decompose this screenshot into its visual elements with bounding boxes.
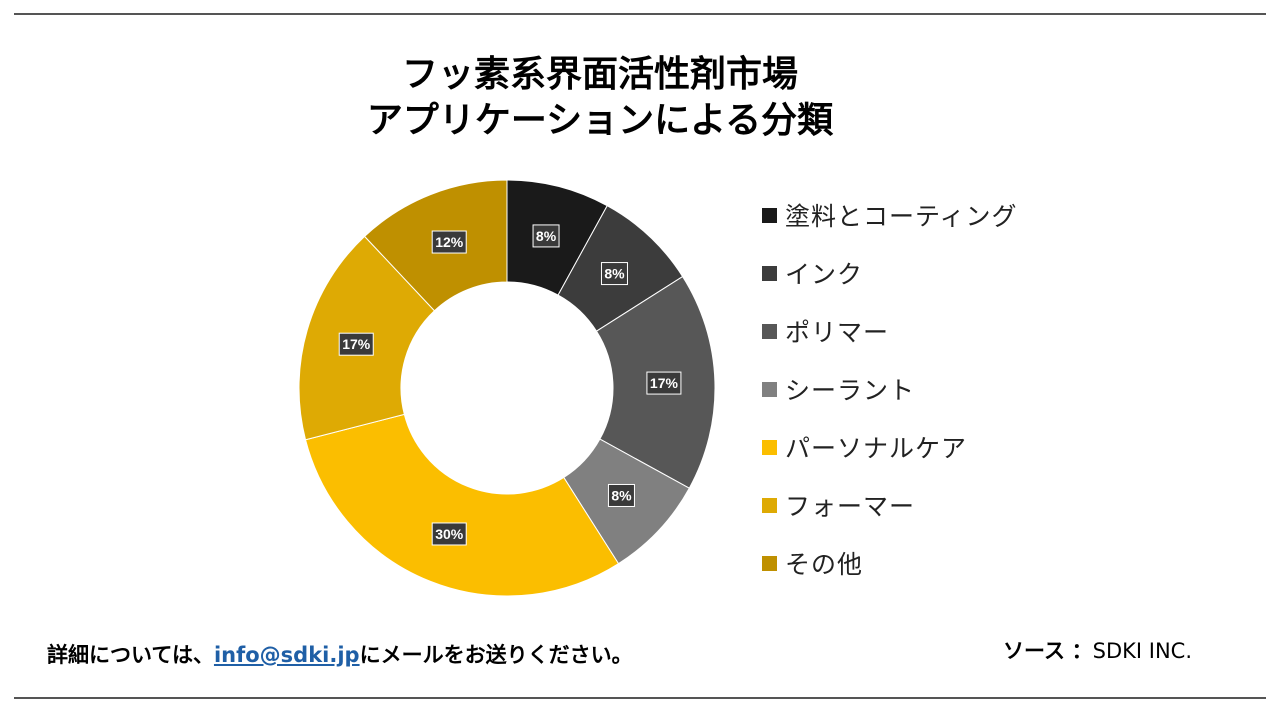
- legend-swatch-2: [762, 265, 777, 281]
- legend-label-4: シーラント: [785, 376, 916, 405]
- source-credit: ソース ：SDKI INC.: [1003, 635, 1192, 665]
- legend-swatch-4: [762, 381, 777, 397]
- donut-chart: 8% 8% 17% 8% 30% 17% 12%: [298, 179, 716, 597]
- legend-swatch-6: [762, 497, 777, 513]
- top-rule: [14, 13, 1266, 15]
- source-label: ソース: [1003, 639, 1065, 663]
- data-label-7: 12%: [431, 230, 467, 254]
- data-label-box-6: [338, 332, 374, 356]
- legend-label-1: 塗料とコーティング: [785, 202, 1018, 231]
- data-label-1: 8%: [532, 224, 560, 248]
- legend-item-2: インク: [762, 244, 1018, 302]
- data-label-box-4: [607, 483, 635, 507]
- data-label-5: 30%: [431, 522, 467, 546]
- data-label-4: 8%: [607, 483, 635, 507]
- chart-title-line-1: フッ素系界面活性剤市場: [401, 54, 798, 95]
- legend-item-7: その他: [762, 534, 1018, 592]
- legend-item-4: シーラント: [762, 360, 1018, 418]
- legend-item-6: フォーマー: [762, 476, 1018, 534]
- legend-swatch-3: [762, 323, 777, 339]
- legend-label-2: インク: [785, 260, 864, 289]
- legend-swatch-1: [762, 207, 777, 223]
- chart-title-line-2: アプリケーションによる分類: [366, 100, 834, 141]
- footer-prefix: 詳細については、: [47, 643, 214, 667]
- source-value: SDKI INC.: [1092, 639, 1193, 663]
- legend-item-5: パーソナルケア: [762, 418, 1018, 476]
- data-label-text-1: 8%: [536, 228, 557, 244]
- legend-label-6: フォーマー: [785, 492, 916, 521]
- data-label-box-5: [431, 522, 467, 546]
- legend-label-7: その他: [785, 550, 864, 579]
- data-label-box-2: [600, 262, 628, 286]
- data-label-text-2: 8%: [604, 266, 625, 282]
- bottom-rule: [14, 697, 1266, 699]
- data-label-text-6: 17%: [342, 336, 371, 352]
- data-label-3: 17%: [646, 371, 682, 395]
- data-label-text-7: 12%: [435, 234, 464, 250]
- chart-legend: 塗料とコーティング インクポリマーシーラントパーソナルケア フォーマーその他: [762, 186, 1018, 592]
- data-label-2: 8%: [600, 262, 628, 286]
- footer-suffix: にメールをお送りください。: [359, 643, 633, 667]
- data-label-box-1: [532, 224, 560, 248]
- data-label-box-3: [646, 371, 682, 395]
- data-label-text-5: 30%: [435, 526, 464, 542]
- data-label-text-3: 17%: [650, 375, 679, 391]
- data-label-box-7: [431, 230, 467, 254]
- legend-swatch-5: [762, 439, 777, 455]
- legend-label-3: ポリマー: [785, 318, 890, 347]
- data-label-text-4: 8%: [611, 487, 632, 503]
- legend-item-1: 塗料とコーティング: [762, 186, 1018, 244]
- legend-label-5: パーソナルケア: [785, 434, 968, 463]
- donut-slice-5: [304, 413, 620, 597]
- legend-item-3: ポリマー: [762, 302, 1018, 360]
- source-separator: ：: [1071, 639, 1093, 663]
- legend-swatch-7: [762, 555, 777, 571]
- email-link[interactable]: info@sdki.jp: [213, 643, 360, 667]
- data-label-6: 17%: [338, 332, 374, 356]
- contact-footer: 詳細については、info@sdki.jpにメールをお送りください。: [47, 639, 633, 669]
